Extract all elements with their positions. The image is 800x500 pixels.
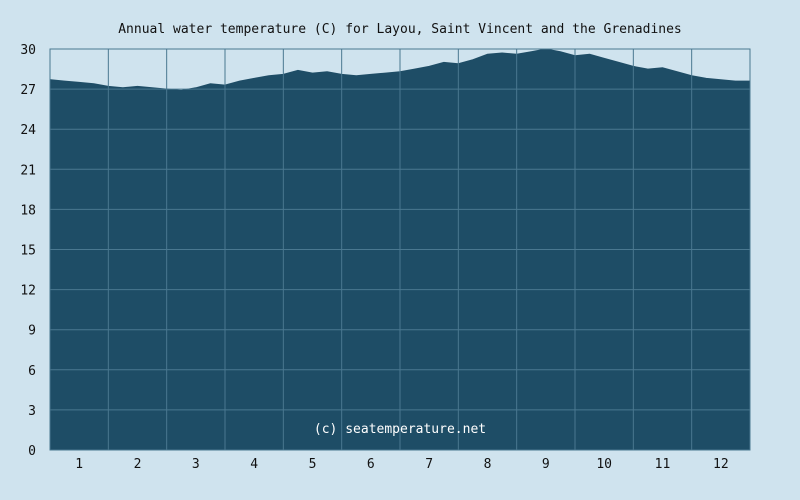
y-tick-label: 15 xyxy=(20,244,36,259)
plot-frame xyxy=(49,48,751,451)
y-tick-label: 9 xyxy=(28,324,36,339)
y-tick-label: 27 xyxy=(20,83,36,98)
x-tick-label: 4 xyxy=(250,457,258,472)
x-tick-label: 5 xyxy=(309,457,317,472)
x-tick-label: 9 xyxy=(542,457,550,472)
x-tick-label: 8 xyxy=(484,457,492,472)
x-tick-label: 11 xyxy=(655,457,671,472)
x-tick-label: 1 xyxy=(75,457,83,472)
chart-title: Annual water temperature (C) for Layou, … xyxy=(118,22,682,37)
y-tick-label: 24 xyxy=(20,123,36,138)
y-tick-label: 30 xyxy=(20,43,36,58)
y-tick-label: 12 xyxy=(20,284,36,299)
x-tick-label: 3 xyxy=(192,457,200,472)
x-tick-label: 10 xyxy=(596,457,612,472)
x-tick-label: 6 xyxy=(367,457,375,472)
y-tick-label: 3 xyxy=(28,404,36,419)
x-tick-label: 2 xyxy=(134,457,142,472)
watermark: (c) seatemperature.net xyxy=(314,422,486,437)
y-tick-label: 18 xyxy=(20,203,36,218)
x-tick-label: 12 xyxy=(713,457,729,472)
y-tick-label: 6 xyxy=(28,364,36,379)
x-tick-label: 7 xyxy=(425,457,433,472)
y-tick-label: 0 xyxy=(28,444,36,459)
y-tick-label: 21 xyxy=(20,163,36,178)
